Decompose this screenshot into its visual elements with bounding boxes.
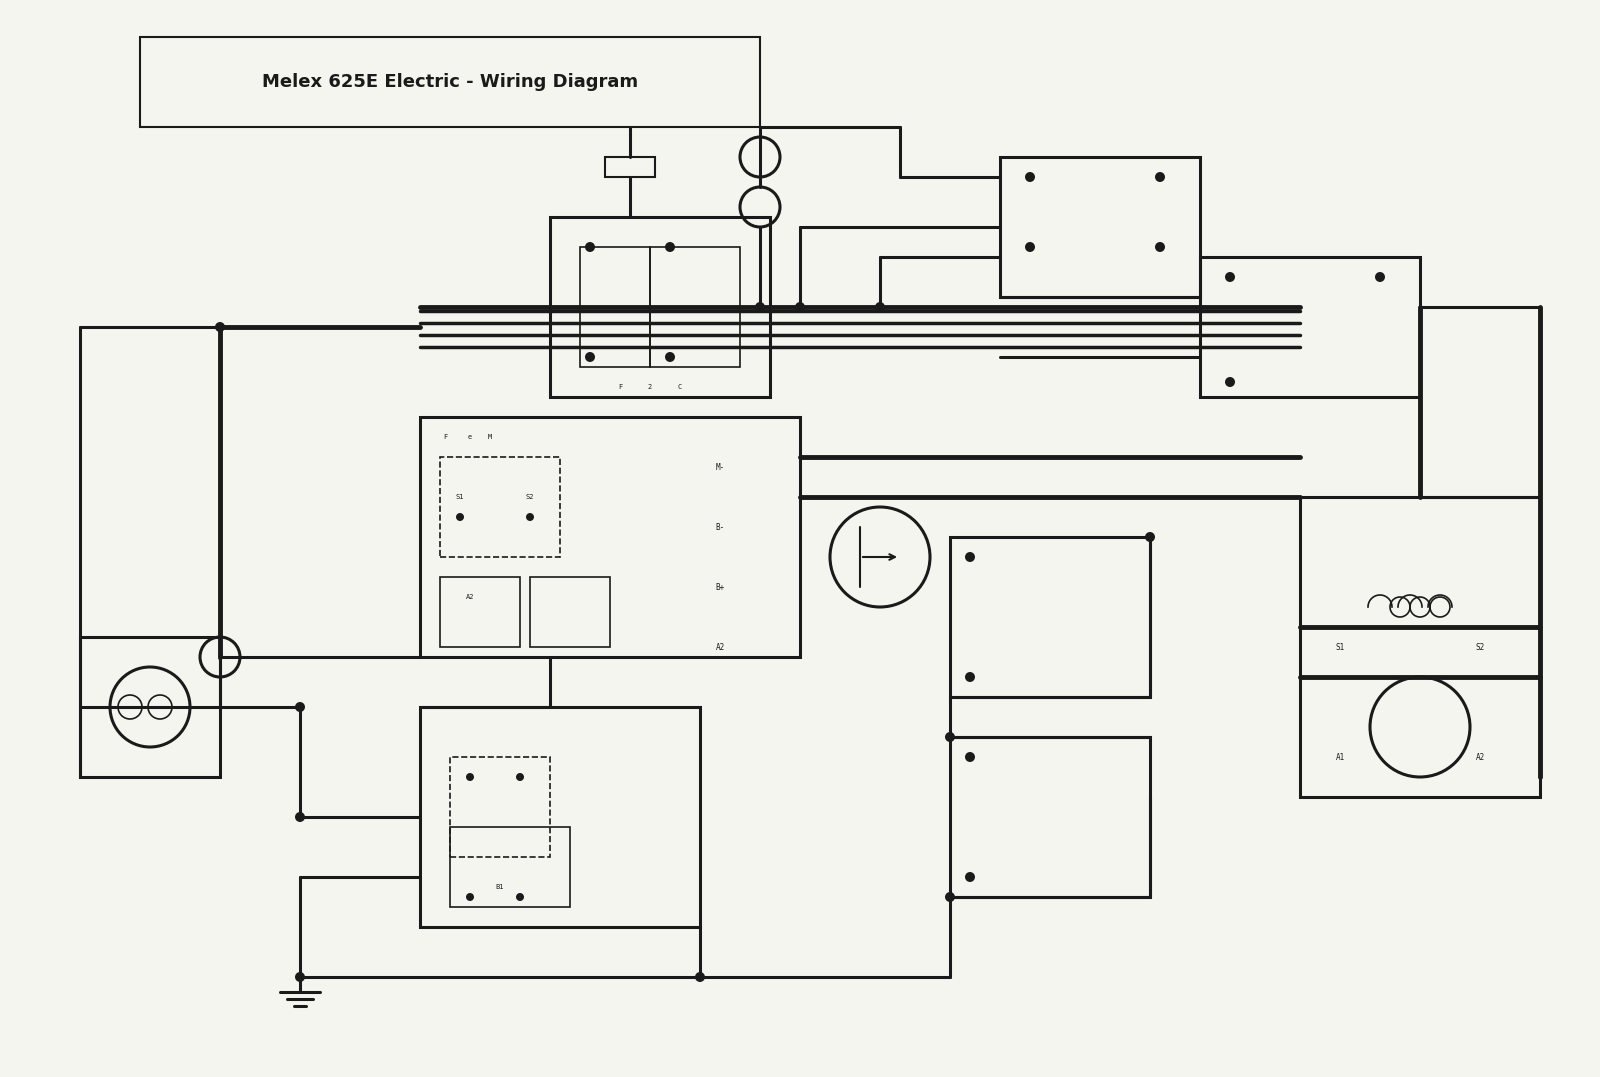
Text: M-: M-: [715, 462, 725, 472]
Circle shape: [694, 973, 706, 982]
Circle shape: [1026, 242, 1035, 252]
Circle shape: [294, 812, 306, 822]
Circle shape: [515, 893, 525, 901]
Text: M: M: [488, 434, 493, 440]
Bar: [450, 827, 570, 907]
Circle shape: [666, 242, 675, 252]
Text: A1: A1: [1336, 753, 1344, 761]
Circle shape: [586, 242, 595, 252]
Circle shape: [1155, 172, 1165, 182]
Text: 2: 2: [648, 384, 653, 390]
Bar: [650, 247, 739, 367]
Circle shape: [965, 872, 974, 882]
Bar: [950, 737, 1150, 897]
Circle shape: [965, 553, 974, 562]
Bar: [419, 707, 701, 927]
Text: e: e: [467, 434, 472, 440]
Circle shape: [946, 732, 955, 742]
Bar: [1200, 257, 1421, 397]
Bar: [1299, 496, 1539, 797]
Circle shape: [586, 352, 595, 362]
Circle shape: [515, 773, 525, 781]
Circle shape: [1374, 272, 1386, 282]
Bar: [1000, 157, 1200, 297]
Circle shape: [294, 702, 306, 712]
Circle shape: [214, 322, 226, 332]
Bar: [141, 37, 760, 127]
Text: S1: S1: [456, 494, 464, 500]
Text: S2: S2: [1475, 643, 1485, 652]
Text: C: C: [678, 384, 682, 390]
Text: S2: S2: [526, 494, 534, 500]
Text: B1: B1: [496, 884, 504, 890]
Circle shape: [875, 302, 885, 312]
Circle shape: [755, 302, 765, 312]
Circle shape: [466, 773, 474, 781]
Circle shape: [526, 513, 534, 521]
Circle shape: [1146, 532, 1155, 542]
Circle shape: [466, 893, 474, 901]
Circle shape: [666, 352, 675, 362]
Circle shape: [1155, 242, 1165, 252]
Circle shape: [946, 892, 955, 903]
Bar: [579, 247, 650, 367]
Bar: [419, 417, 800, 657]
Circle shape: [1226, 377, 1235, 387]
Bar: [530, 577, 610, 647]
Bar: [440, 577, 520, 647]
Circle shape: [965, 672, 974, 682]
Bar: [80, 637, 221, 777]
Circle shape: [294, 973, 306, 982]
Circle shape: [965, 752, 974, 763]
Text: F: F: [443, 434, 446, 440]
Text: A2: A2: [715, 643, 725, 652]
Text: U: U: [218, 653, 222, 661]
Circle shape: [795, 302, 805, 312]
Bar: [605, 157, 654, 177]
Bar: [950, 537, 1150, 697]
Text: Melex 625E Electric - Wiring Diagram: Melex 625E Electric - Wiring Diagram: [262, 73, 638, 90]
Bar: [550, 216, 770, 397]
Text: A2: A2: [1475, 753, 1485, 761]
Text: A2: A2: [466, 595, 474, 600]
Text: S1: S1: [1336, 643, 1344, 652]
Bar: [440, 457, 560, 557]
Circle shape: [1226, 272, 1235, 282]
Circle shape: [1026, 172, 1035, 182]
Text: F: F: [618, 384, 622, 390]
Circle shape: [456, 513, 464, 521]
Text: B+: B+: [715, 583, 725, 591]
Bar: [450, 757, 550, 857]
Text: B-: B-: [715, 522, 725, 532]
